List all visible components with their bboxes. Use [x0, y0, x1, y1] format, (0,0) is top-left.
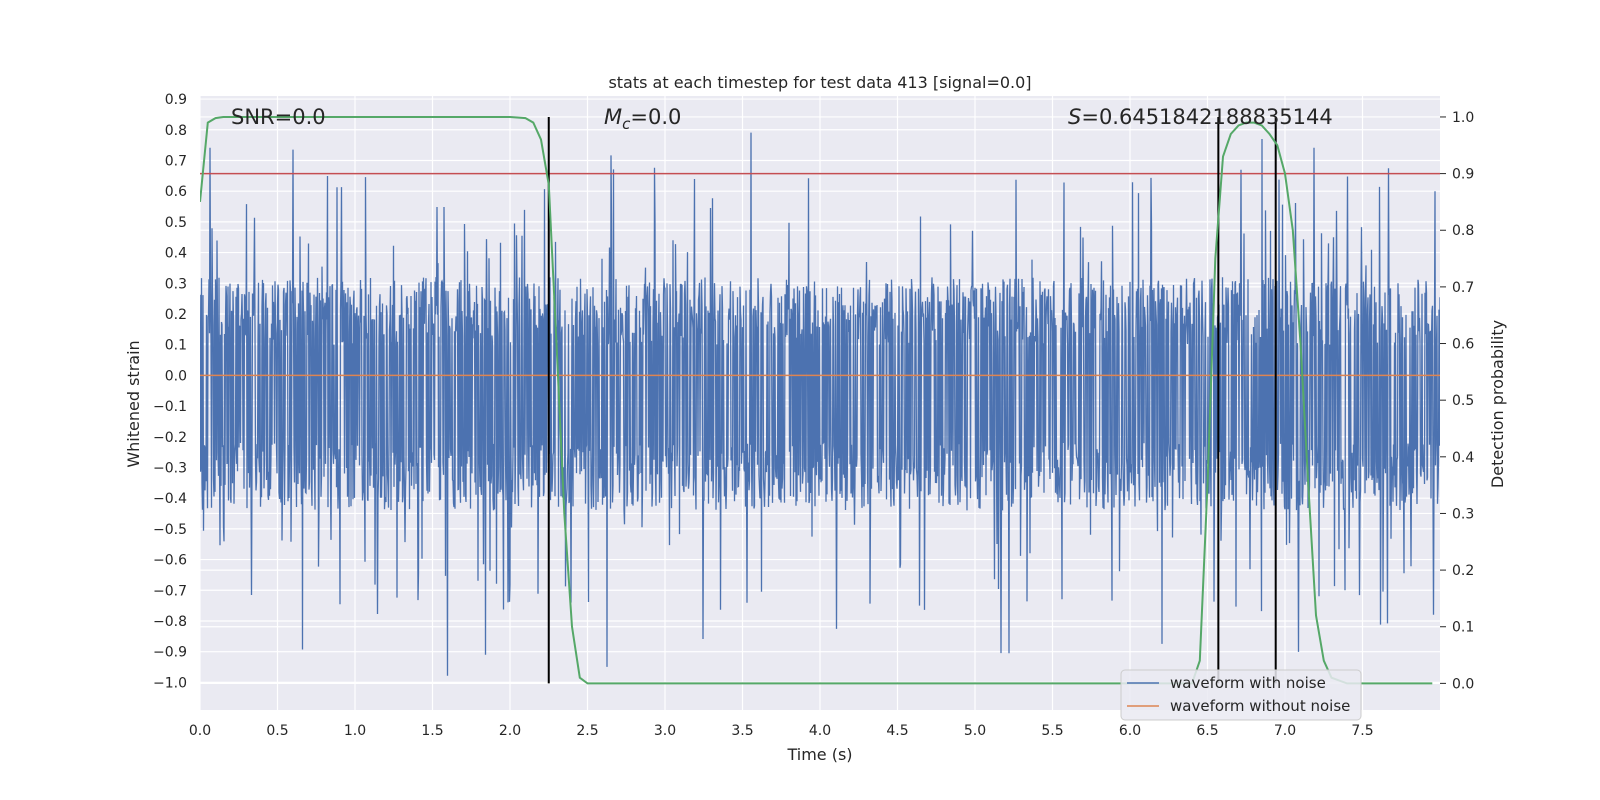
- y-tick-label: −1.0: [153, 675, 187, 691]
- legend-label-noise: waveform with noise: [1170, 674, 1326, 692]
- x-tick-label: 2.5: [576, 723, 598, 739]
- y-right-tick-label: 0.2: [1452, 563, 1474, 579]
- x-tick-label: 7.5: [1351, 723, 1373, 739]
- y-tick-label: 0.9: [165, 92, 187, 108]
- x-tick-label: 2.0: [499, 723, 521, 739]
- x-tick-label: 1.5: [421, 723, 443, 739]
- x-tick-labels: 0.0 0.5 1.0 1.5 2.0 2.5 3.0 3.5 4.0 4.5 5.0 5.5 6.0 6…: [189, 723, 1374, 739]
- x-tick-label: 3.5: [731, 723, 753, 739]
- x-tick-label: 4.5: [886, 723, 908, 739]
- series-waveform-with-noise: [200, 132, 1440, 676]
- x-tick-label: 1.0: [344, 723, 366, 739]
- x-tick-label: 5.5: [1041, 723, 1063, 739]
- y-tick-label: −0.5: [153, 522, 187, 538]
- y-tick-label: −0.8: [153, 614, 187, 630]
- x-tick-label: 3.0: [654, 723, 676, 739]
- x-tick-label: 6.5: [1196, 723, 1218, 739]
- annotation-mc-symbol: M: [604, 105, 622, 129]
- y-right-axis-label: Detection probability: [1488, 320, 1507, 488]
- y-tick-label: 0.6: [165, 184, 187, 200]
- y-tick-label: 0.7: [165, 153, 187, 169]
- y-tick-label: −0.2: [153, 430, 187, 446]
- y-right-tick-label: 0.8: [1452, 223, 1474, 239]
- y-tick-label: 0.2: [165, 307, 187, 323]
- y-tick-label: −0.9: [153, 645, 187, 661]
- x-axis-label: Time (s): [786, 745, 852, 764]
- annotation-s-value: =0.6451842188835144: [1081, 105, 1332, 129]
- y-right-tick-label: 0.1: [1452, 620, 1474, 636]
- x-tick-label: 0.0: [189, 723, 211, 739]
- x-tick-label: 4.0: [809, 723, 831, 739]
- y-right-tick-label: 0.9: [1452, 167, 1474, 183]
- y-tick-label: −0.6: [153, 553, 187, 569]
- y-tick-label: 0.1: [165, 338, 187, 354]
- annotation-score: S=0.6451842188835144: [1068, 105, 1333, 129]
- y-right-tick-label: 0.6: [1452, 337, 1474, 353]
- chart-title: stats at each timestep for test data 413…: [608, 73, 1031, 92]
- y-tick-label: 0.4: [165, 246, 187, 262]
- y-right-tick-label: 0.5: [1452, 393, 1474, 409]
- y-tick-label: 0.5: [165, 215, 187, 231]
- x-tick-label: 5.0: [964, 723, 986, 739]
- annotation-mc-value: =0.0: [630, 105, 681, 129]
- annotation-mc-subscript: c: [622, 115, 631, 133]
- x-tick-label: 7.0: [1274, 723, 1296, 739]
- y-tick-label: −0.1: [153, 399, 187, 415]
- y-right-tick-labels: 0.0 0.1 0.2 0.3 0.4 0.5 0.6 0.7 0.8 0.9 1.0: [1440, 110, 1474, 692]
- legend-frame: [1120, 669, 1362, 721]
- legend-label-clean: waveform without noise: [1170, 697, 1350, 715]
- y-tick-label: 0.8: [165, 123, 187, 139]
- x-tick-label: 0.5: [266, 723, 288, 739]
- y-tick-labels: −1.0 −0.9 −0.8 −0.7 −0.6 −0.5 −0.4 −0.3 −0.2 −0.1…: [153, 92, 187, 691]
- legend: waveform with noise waveform without noi…: [1120, 669, 1362, 721]
- annotation-s-symbol: S: [1068, 105, 1081, 129]
- annotation-snr: SNR=0.0: [231, 105, 326, 129]
- y-right-tick-label: 0.7: [1452, 280, 1474, 296]
- y-right-tick-label: 0.4: [1452, 450, 1474, 466]
- y-tick-label: −0.7: [153, 583, 187, 599]
- y-right-tick-label: 0.0: [1452, 676, 1474, 692]
- y-right-tick-label: 1.0: [1452, 110, 1474, 126]
- x-tick-label: 6.0: [1119, 723, 1141, 739]
- y-tick-label: 0.0: [165, 368, 187, 384]
- y-axis-label: Whitened strain: [124, 340, 143, 467]
- annotation-chirp-mass: Mc=0.0: [604, 105, 681, 133]
- y-tick-label: −0.4: [153, 491, 187, 507]
- y-right-tick-label: 0.3: [1452, 506, 1474, 522]
- y-tick-label: 0.3: [165, 276, 187, 292]
- y-tick-label: −0.3: [153, 460, 187, 476]
